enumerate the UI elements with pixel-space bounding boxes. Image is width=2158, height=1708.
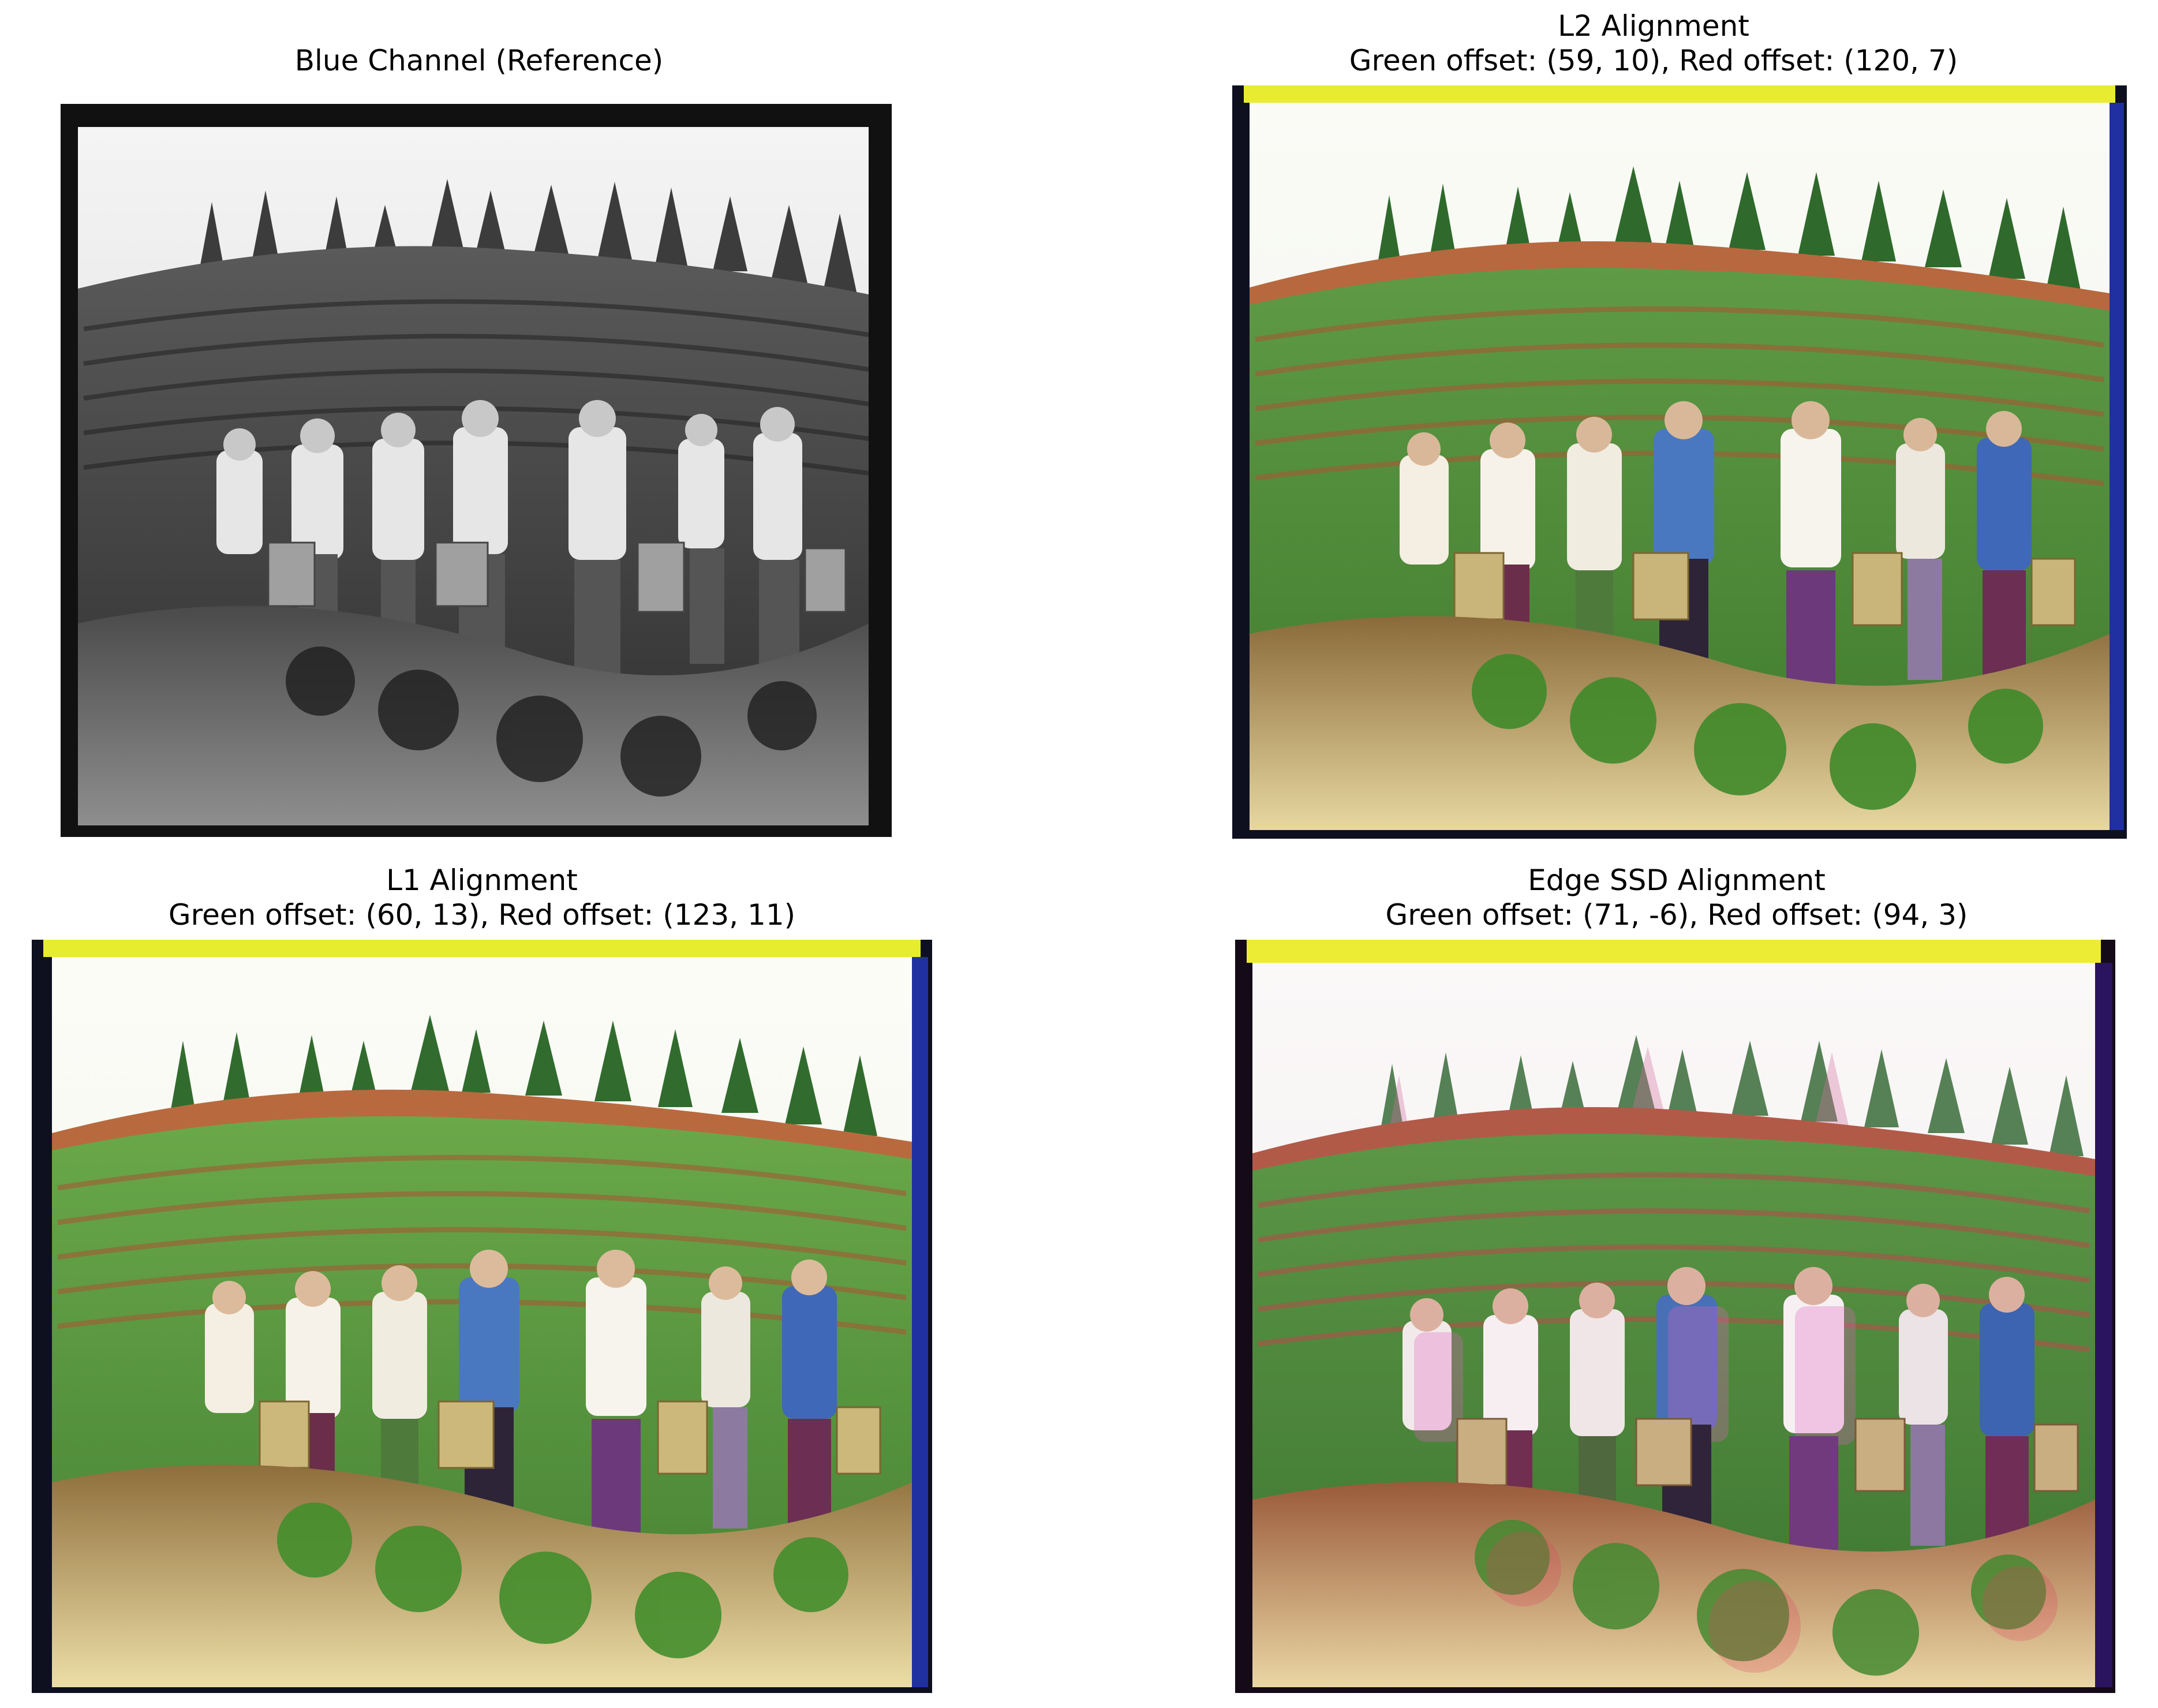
panel-title-line-2: Green offset: (60, 13), Red offset: (123… [168,898,796,932]
panel-title: L2 Alignment Green offset: (59, 10), Red… [1264,9,2043,78]
panel-title-line-1: Edge SSD Alignment [1528,864,1826,897]
panel-title-line-2: Green offset: (59, 10), Red offset: (120… [1349,44,1958,77]
panel-title: Edge SSD Alignment Green offset: (71, -6… [1287,863,2066,932]
edge-ssd-aligned-photo [1235,940,2115,1693]
panel-title: L1 Alignment Green offset: (60, 13), Red… [92,863,872,932]
panel-title-line-1: L2 Alignment [1558,9,1749,43]
panel-title: Blue Channel (Reference) [190,43,768,78]
l1-aligned-photo [32,940,932,1693]
panel-title-line-1: Blue Channel (Reference) [294,44,664,77]
blue-channel-photo [61,104,892,837]
panel-title-line-1: L1 Alignment [386,864,578,897]
l2-aligned-photo [1232,85,2127,839]
panel-title-line-2: Green offset: (71, -6), Red offset: (94,… [1385,898,1968,932]
